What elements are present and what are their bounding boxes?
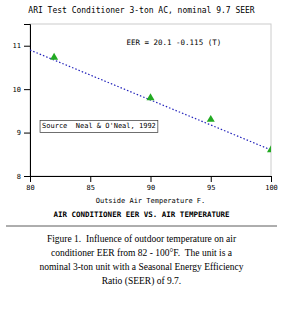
caption-line: conditioner EER from 82 - 100°F. The uni… [51, 248, 233, 258]
x-tick: 90 [147, 176, 155, 192]
point [207, 115, 215, 122]
y-axis: 8 9 10 11 [13, 25, 31, 181]
x-tick-mark [151, 176, 152, 182]
point [146, 93, 154, 100]
plot-frame [30, 24, 271, 176]
chart: ARI Test Conditioner 3-ton AC, nominal 9… [0, 0, 283, 331]
x-tick-label: 95 [207, 184, 215, 192]
x-tick-label: 85 [87, 184, 95, 192]
y-tick: 8 [17, 173, 30, 181]
y-tick-mark [24, 46, 30, 47]
caption-line: Ratio (SEER) of 9.7. [102, 276, 181, 287]
subtitle: AIR CONDITIONER EER VS. AIR TEMPERATURE [53, 210, 230, 219]
source-box: Source Neal & O'Neal, 1992 [40, 120, 158, 132]
x-axis-line [31, 177, 272, 183]
x-tick-label: 80 [26, 184, 34, 192]
x-tick-label: 90 [147, 184, 155, 192]
y-tick: 10 [13, 86, 30, 94]
y-tick-mark [24, 133, 30, 134]
y-tick-label: 8 [17, 173, 21, 181]
equation: EER = 20.1 -0.115 (T) [126, 38, 221, 47]
point [267, 145, 271, 152]
caption-line: nominal 3-ton unit with a Seasonal Energ… [39, 262, 243, 272]
title: ARI Test Conditioner 3-ton AC, nominal 9… [28, 6, 255, 15]
x-tick: 85 [87, 176, 95, 192]
x-tick-mark [211, 176, 212, 182]
marks [30, 50, 271, 152]
x-tick: 80 [26, 176, 34, 192]
y-tick-label: 9 [17, 129, 21, 137]
y-axis-line [24, 25, 31, 177]
y-tick: 9 [17, 129, 30, 137]
fit-line [30, 50, 271, 150]
separator [6, 226, 277, 227]
x-tick: 95 [207, 176, 215, 192]
y-tick-label: 10 [13, 86, 21, 94]
caption-line: Figure 1. Influence of outdoor temperatu… [47, 234, 237, 244]
y-tick-mark [24, 176, 30, 177]
y-tick-mark [24, 89, 30, 90]
x-tick: 100 [265, 176, 278, 192]
source-frame [40, 120, 158, 132]
x-tick-mark [90, 176, 91, 182]
point [50, 53, 58, 60]
y-tick-label: 11 [13, 42, 21, 50]
source: Source Neal & O'Neal, 1992 [42, 122, 156, 130]
x-axis: 80 85 90 95 100 [26, 176, 278, 192]
x-axis-title: Outside Air Temperature F. [96, 197, 206, 205]
y-tick: 11 [13, 42, 30, 50]
x-tick-label: 100 [265, 184, 278, 192]
x-tick-mark [271, 176, 272, 182]
